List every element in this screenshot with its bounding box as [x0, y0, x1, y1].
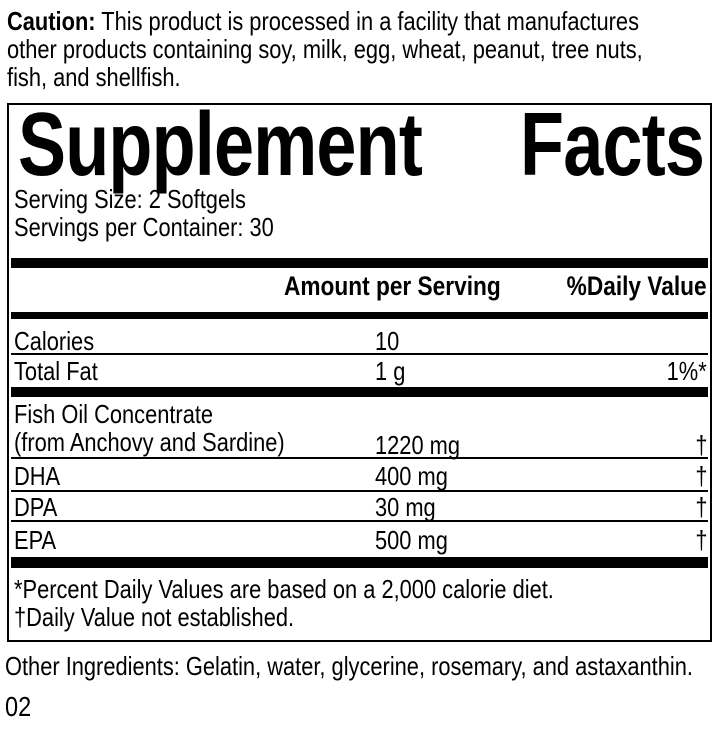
- row-label-dpa: DPA: [14, 492, 58, 522]
- other-ingredients: Other Ingredients: Gelatin, water, glyce…: [5, 651, 693, 681]
- row-dv-epa: †: [694, 525, 707, 555]
- caution-body: This product is processed in a facility …: [7, 6, 643, 92]
- row-label-dha: DHA: [14, 461, 61, 491]
- row-dv-total-fat: 1%*: [666, 356, 707, 386]
- supplement-facts-panel: Supplement Facts Serving Size: 2 Softgel…: [7, 95, 712, 642]
- footnote-daily-values: *Percent Daily Values are based on a 2,0…: [14, 574, 554, 604]
- row-amount-total-fat: 1 g: [375, 356, 406, 386]
- caution-text: Caution: This product is processed in a …: [7, 7, 720, 91]
- row-rule: [11, 457, 708, 459]
- row-amount-fish-oil-concentrate: 1220 mg: [375, 430, 460, 460]
- row-dv-dha: †: [694, 461, 707, 491]
- divider-bar-middle: [11, 387, 708, 397]
- servings-per-container: Servings per Container: 30: [14, 212, 274, 242]
- divider-bar-header: [11, 312, 708, 319]
- column-header-amount: Amount per Serving: [284, 271, 501, 301]
- row-label-calories: Calories: [14, 326, 95, 356]
- row-label-total-fat: Total Fat: [14, 356, 98, 386]
- row-amount-epa: 500 mg: [375, 525, 448, 555]
- serving-size: Serving Size: 2 Softgels: [14, 184, 246, 214]
- column-header-daily-value: %Daily Value: [567, 271, 707, 301]
- row-amount-calories: 10: [375, 326, 400, 356]
- caution-label: Caution:: [7, 6, 96, 36]
- product-code: 02: [5, 691, 32, 722]
- panel-title-word-facts: Facts: [519, 95, 705, 195]
- row-amount-dha: 400 mg: [375, 461, 448, 491]
- footnote-not-established: †Daily Value not established.: [14, 602, 295, 632]
- row-amount-dpa: 30 mg: [375, 492, 436, 522]
- row-rule: [11, 353, 708, 355]
- divider-bar-top: [11, 258, 708, 268]
- row-label-epa: EPA: [14, 525, 57, 555]
- row-rule: [11, 490, 708, 492]
- panel-title-word-supplement: Supplement: [18, 95, 423, 195]
- divider-bar-footnotes: [11, 557, 708, 568]
- row-dv-fish-oil-concentrate: †: [694, 430, 707, 460]
- row-label-fish-oil-concentrate: Fish Oil Concentrate (from Anchovy and S…: [14, 399, 285, 457]
- row-dv-dpa: †: [694, 492, 707, 522]
- row-rule: [11, 520, 708, 522]
